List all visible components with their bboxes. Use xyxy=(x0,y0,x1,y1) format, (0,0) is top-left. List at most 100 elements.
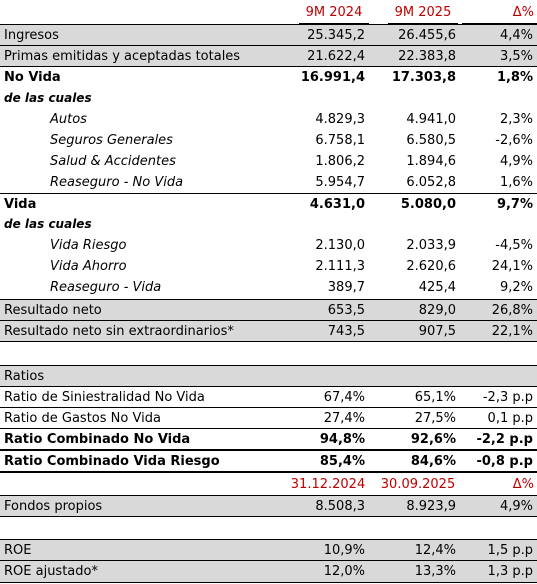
row-label: Autos xyxy=(50,112,87,127)
row-label: No Vida xyxy=(4,70,61,85)
row-label: Resultado neto xyxy=(4,303,102,318)
row-resultado-neto: Resultado neto 653,5 829,0 26,8% xyxy=(0,299,537,320)
value-2025: 27,5% xyxy=(414,411,456,426)
value-delta: 26,8% xyxy=(491,303,533,318)
row-label: Vida xyxy=(4,197,37,212)
value-delta: 2,3% xyxy=(499,112,533,127)
value-delta: 1,3 p.p xyxy=(487,564,533,579)
value-delta: 4,9% xyxy=(499,154,533,169)
row-label: Ratio de Siniestralidad No Vida xyxy=(4,390,205,405)
value-2024: 653,5 xyxy=(327,303,365,318)
row-label: Salud & Accidentes xyxy=(50,154,176,169)
value-2024: 4.829,3 xyxy=(315,112,365,127)
row-ratio-siniestralidad: Ratio de Siniestralidad No Vida 67,4% 65… xyxy=(0,387,537,408)
value-2025: 65,1% xyxy=(414,390,456,405)
value-2025: 2.620,6 xyxy=(406,259,456,274)
value-2024: 2.111,3 xyxy=(315,259,365,274)
value-delta: 3,5% xyxy=(499,49,533,64)
header-col-delta: Δ% xyxy=(512,5,534,20)
value-2024: 85,4% xyxy=(319,454,365,469)
row-label: Vida Riesgo xyxy=(50,238,127,253)
value-delta: 4,9% xyxy=(499,499,533,514)
row-ingresos: Ingresos 25.345,2 26.455,6 4,4% xyxy=(0,24,537,45)
value-2024: 5.954,7 xyxy=(315,175,365,190)
value-2025: 13,3% xyxy=(414,564,456,579)
value-2024: 1.806,2 xyxy=(315,154,365,169)
value-delta: -2,3 p.p xyxy=(482,390,533,405)
value-2025: 5.080,0 xyxy=(400,197,456,212)
value-2025: 829,0 xyxy=(418,303,456,318)
value-2025: 17.303,8 xyxy=(391,70,456,85)
value-delta: -4,5% xyxy=(495,238,533,253)
value-delta: -0,8 p.p xyxy=(476,454,533,469)
value-2024: 27,4% xyxy=(323,411,365,426)
row-label: ROE ajustado* xyxy=(4,564,98,579)
row-fondos-propios: Fondos propios 8.508,3 8.923,9 4,9% xyxy=(0,495,537,517)
row-ratio-combinado-no-vida: Ratio Combinado No Vida 94,8% 92,6% -2,2… xyxy=(0,429,537,451)
row-autos: Autos 4.829,3 4.941,0 2,3% xyxy=(0,109,537,130)
value-2024: 21.622,4 xyxy=(307,49,365,64)
column-header-row: 9M 2024 9M 2025 Δ% xyxy=(0,2,537,23)
section-title-ratios: Ratios xyxy=(4,369,45,384)
value-2024: 10,9% xyxy=(323,543,365,558)
row-no-vida: No Vida 16.991,4 17.303,8 1,8% xyxy=(0,66,537,87)
row-label: Reaseguro - Vida xyxy=(50,280,162,295)
value-2025: 92,6% xyxy=(410,432,456,447)
value-2024: 6.758,1 xyxy=(315,133,365,148)
value-2025: 1.894,6 xyxy=(406,154,456,169)
value-delta: 9,7% xyxy=(496,197,533,212)
value-2025: 6.580,5 xyxy=(406,133,456,148)
row-ratios-header: Ratios xyxy=(0,365,537,387)
value-2024: 8.508,3 xyxy=(315,499,365,514)
row-label: Resultado neto sin extraordinarios* xyxy=(4,324,234,339)
row-label: ROE xyxy=(4,543,32,558)
row-reaseguro-vida: Reaseguro - Vida 389,7 425,4 9,2% xyxy=(0,277,537,298)
value-2024: 67,4% xyxy=(323,390,365,405)
value-delta: 9,2% xyxy=(499,280,533,295)
row-vida-ahorro: Vida Ahorro 2.111,3 2.620,6 24,1% xyxy=(0,256,537,277)
value-delta: 24,1% xyxy=(491,259,533,274)
header-underline-3 xyxy=(462,23,537,24)
value-2025: 26.455,6 xyxy=(398,28,456,43)
value-delta: 1,8% xyxy=(496,70,533,85)
row-label: Fondos propios xyxy=(4,499,103,514)
row-vida-riesgo: Vida Riesgo 2.130,0 2.033,9 -4,5% xyxy=(0,235,537,256)
row-roe: ROE 10,9% 12,4% 1,5 p.p xyxy=(0,539,537,561)
value-delta: 0,1 p.p xyxy=(487,411,533,426)
row-label: Ratio Combinado Vida Riesgo xyxy=(4,454,220,469)
row-roe-ajustado: ROE ajustado* 12,0% 13,3% 1,3 p.p xyxy=(0,561,537,583)
row-label: Ratio de Gastos No Vida xyxy=(4,411,161,426)
value-2025: 8.923,9 xyxy=(406,499,456,514)
row-label: Ingresos xyxy=(4,28,59,43)
value-2024: 2.130,0 xyxy=(315,238,365,253)
value-2024: 4.631,0 xyxy=(309,197,365,212)
row-vida: Vida 4.631,0 5.080,0 9,7% xyxy=(0,193,537,214)
row-label: de las cuales xyxy=(4,217,92,231)
value-2025: 4.941,0 xyxy=(406,112,456,127)
value-2025: 84,6% xyxy=(410,454,456,469)
row-label: Primas emitidas y aceptadas totales xyxy=(4,49,241,64)
value-delta: 1,6% xyxy=(499,175,533,190)
row-label: Seguros Generales xyxy=(50,133,173,148)
value-2024: 25.345,2 xyxy=(307,28,365,43)
row-resultado-neto-sin-extraordinarios: Resultado neto sin extraordinarios* 743,… xyxy=(0,320,537,342)
value-2025: 6.052,8 xyxy=(406,175,456,190)
value-delta: -2,6% xyxy=(495,133,533,148)
value-2024: 94,8% xyxy=(319,432,365,447)
row-label: de las cuales xyxy=(4,91,92,105)
header-underline-1 xyxy=(299,23,369,24)
value-2024: 743,5 xyxy=(327,324,365,339)
row-reaseguro-no-vida: Reaseguro - No Vida 5.954,7 6.052,8 1,6% xyxy=(0,172,537,193)
value-2024: 12,0% xyxy=(323,564,365,579)
header-col-delta-2: Δ% xyxy=(512,477,534,492)
row-ratio-combinado-vida-riesgo: Ratio Combinado Vida Riesgo 85,4% 84,6% … xyxy=(0,451,537,473)
value-2025: 907,5 xyxy=(418,324,456,339)
header-col-30-09-2025: 30.09.2025 xyxy=(380,477,456,492)
row-salud-accidentes: Salud & Accidentes 1.806,2 1.894,6 4,9% xyxy=(0,151,537,172)
row-primas: Primas emitidas y aceptadas totales 21.6… xyxy=(0,45,537,66)
row-seguros-generales: Seguros Generales 6.758,1 6.580,5 -2,6% xyxy=(0,130,537,151)
row-label: Vida Ahorro xyxy=(50,259,127,274)
value-2025: 12,4% xyxy=(414,543,456,558)
row-de-las-cuales: de las cuales xyxy=(0,214,537,235)
header-col-9m-2025: 9M 2025 xyxy=(394,5,452,20)
